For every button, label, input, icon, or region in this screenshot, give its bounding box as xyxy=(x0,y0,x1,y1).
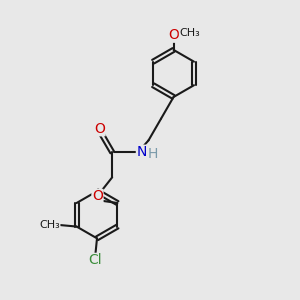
Text: O: O xyxy=(94,122,105,136)
Text: N: N xyxy=(136,145,147,159)
Text: CH₃: CH₃ xyxy=(179,28,200,38)
Text: CH₃: CH₃ xyxy=(39,220,60,230)
Text: Cl: Cl xyxy=(89,254,102,267)
Text: H: H xyxy=(148,147,158,161)
Text: O: O xyxy=(92,189,103,203)
Text: O: O xyxy=(168,28,179,42)
